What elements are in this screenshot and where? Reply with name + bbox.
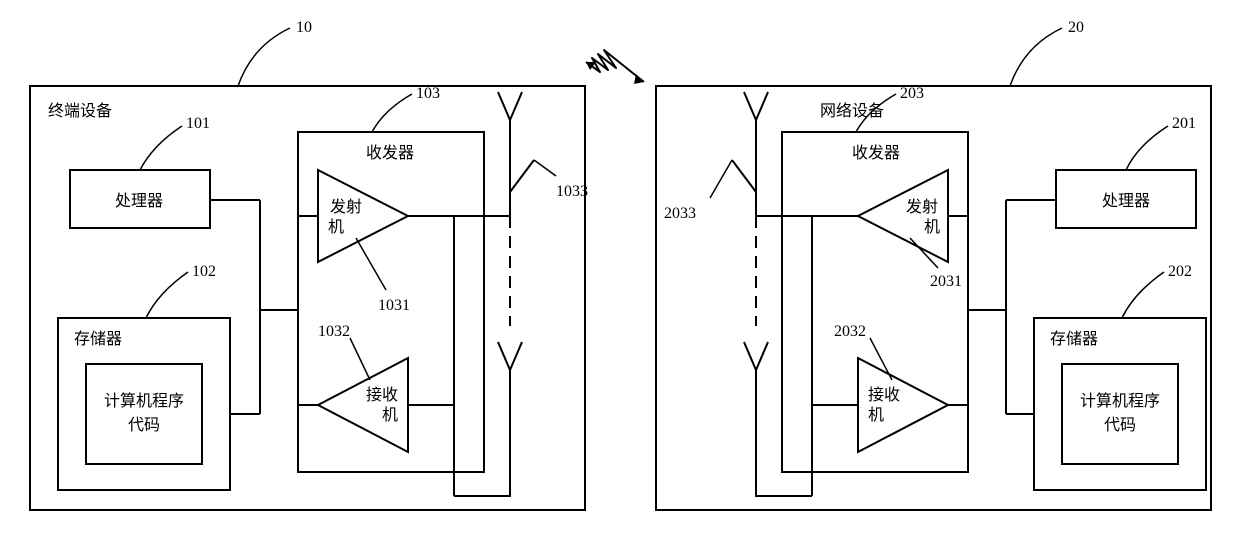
receiver-line2: 机 bbox=[382, 406, 398, 424]
leader-101 bbox=[140, 126, 182, 170]
memory-program-box bbox=[86, 364, 202, 464]
antennas-left: 1033 bbox=[454, 92, 588, 496]
leader-1032 bbox=[350, 338, 370, 380]
memory-program-line2: 代码 bbox=[128, 416, 160, 434]
memory-program-line2-r: 代码 bbox=[1104, 416, 1136, 434]
receiver-line2-r: 机 bbox=[868, 406, 884, 424]
processor-label: 处理器 bbox=[115, 192, 163, 210]
network-title: 网络设备 bbox=[820, 101, 884, 120]
memory-program-line1-r: 计算机程序 bbox=[1080, 391, 1160, 410]
transmitter-line1: 发射 bbox=[330, 198, 362, 216]
leader-2032 bbox=[870, 338, 892, 380]
ref-101: 101 bbox=[186, 115, 210, 132]
wireless-link-icon bbox=[586, 50, 644, 84]
processor-101: 处理器 101 bbox=[70, 115, 210, 228]
transceiver-203: 收发器 203 发射 机 2031 接收 机 2032 bbox=[782, 85, 968, 496]
ref-2031: 2031 bbox=[930, 273, 962, 290]
network-device: 网络设备 20 处理器 201 存储器 计算机程序 代码 202 bbox=[656, 19, 1211, 510]
terminal-box bbox=[30, 86, 585, 510]
receiver-1032: 接收 机 1032 bbox=[318, 323, 408, 452]
leader-1033 bbox=[534, 160, 556, 176]
transceiver-label-r: 收发器 bbox=[852, 144, 900, 162]
memory-label-r: 存储器 bbox=[1050, 330, 1098, 348]
ref-20: 20 bbox=[1068, 19, 1084, 36]
leader-10 bbox=[238, 28, 290, 86]
leader-102 bbox=[146, 272, 188, 318]
leader-20 bbox=[1010, 28, 1062, 86]
leader-103 bbox=[372, 94, 412, 132]
antenna-top bbox=[454, 92, 522, 216]
ref-2033: 2033 bbox=[664, 205, 696, 222]
ref-102: 102 bbox=[192, 263, 216, 280]
antennas-right: 2033 bbox=[664, 92, 812, 496]
transmitter-line2: 机 bbox=[328, 218, 344, 236]
receiver-line1: 接收 bbox=[366, 386, 398, 404]
memory-program-line1: 计算机程序 bbox=[104, 391, 184, 410]
ref-103: 103 bbox=[416, 85, 440, 102]
transceiver-103: 收发器 103 发射 机 1031 接收 机 1032 bbox=[298, 85, 484, 496]
memory-102: 存储器 计算机程序 代码 102 bbox=[58, 263, 230, 490]
transceiver-label: 收发器 bbox=[366, 144, 414, 162]
ref-202: 202 bbox=[1168, 263, 1192, 280]
memory-202: 存储器 计算机程序 代码 202 bbox=[1034, 263, 1206, 490]
ref-2032: 2032 bbox=[834, 323, 866, 340]
transmitter-line1-r: 发射 bbox=[906, 198, 938, 216]
network-box bbox=[656, 86, 1211, 510]
ref-10: 10 bbox=[296, 19, 312, 36]
antenna-top-r bbox=[744, 92, 812, 216]
terminal-title: 终端设备 bbox=[48, 102, 112, 120]
memory-label: 存储器 bbox=[74, 330, 122, 348]
ref-1031: 1031 bbox=[378, 297, 410, 314]
transmitter-1031: 发射 机 1031 bbox=[318, 170, 410, 314]
diagram-canvas: 终端设备 10 处理器 101 存储器 计算机程序 代码 102 bbox=[0, 0, 1240, 543]
ref-1032: 1032 bbox=[318, 323, 350, 340]
ref-1033: 1033 bbox=[556, 183, 588, 200]
antenna-switch-r bbox=[732, 160, 756, 192]
leader-2033 bbox=[710, 160, 732, 198]
antenna-switch bbox=[510, 160, 534, 192]
processor-label-r: 处理器 bbox=[1102, 192, 1150, 210]
leader-1031 bbox=[356, 238, 386, 290]
receiver-line1-r: 接收 bbox=[868, 386, 900, 404]
leader-2031 bbox=[910, 238, 938, 268]
leader-202 bbox=[1122, 272, 1164, 318]
memory-program-box-r bbox=[1062, 364, 1178, 464]
ref-201: 201 bbox=[1172, 115, 1196, 132]
leader-201 bbox=[1126, 126, 1168, 170]
receiver-2032: 接收 机 2032 bbox=[834, 323, 948, 452]
transmitter-2031: 发射 机 2031 bbox=[858, 170, 962, 290]
processor-201: 处理器 201 bbox=[1056, 115, 1196, 228]
ref-203: 203 bbox=[900, 85, 924, 102]
terminal-device: 终端设备 10 处理器 101 存储器 计算机程序 代码 102 bbox=[30, 19, 588, 510]
transmitter-line2-r: 机 bbox=[924, 218, 940, 236]
